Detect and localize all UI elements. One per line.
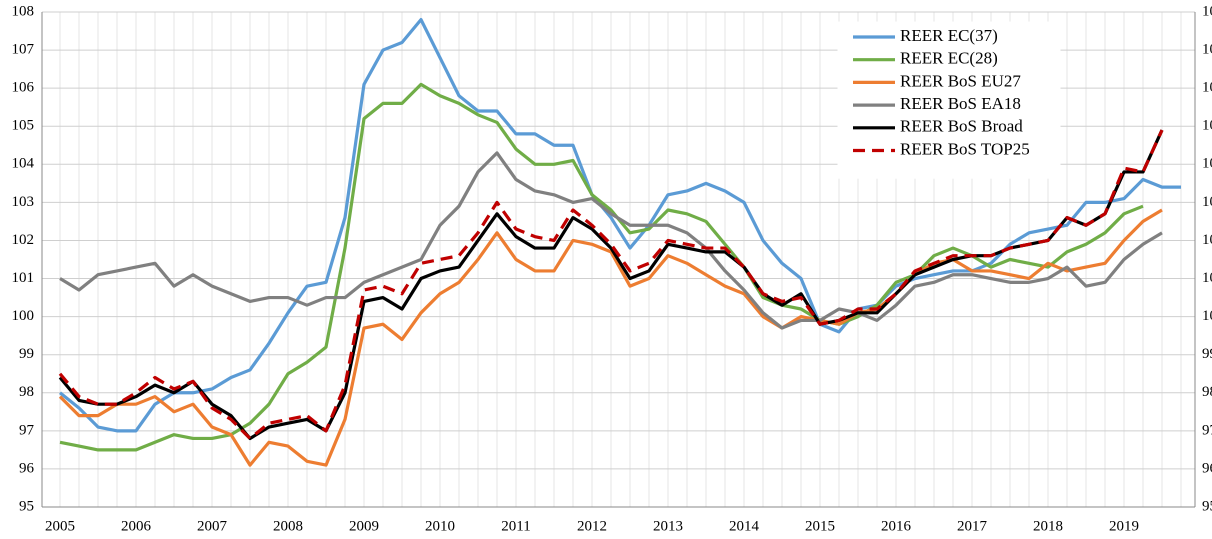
y-tick-label: 105: [12, 118, 35, 134]
x-tick-label: 2007: [197, 518, 228, 534]
y-tick-label: 98: [19, 384, 34, 400]
y2-tick-label: 106: [1202, 80, 1212, 96]
x-tick-label: 2019: [1109, 518, 1139, 534]
y2-tick-label: 97: [1202, 422, 1212, 438]
y-tick-label: 103: [12, 194, 35, 210]
legend: REER EC(37) REER EC(28) REER BoS EU27 REER …: [837, 21, 1061, 179]
x-tick-label: 2010: [425, 518, 455, 534]
y2-tick-label: 103: [1202, 194, 1212, 210]
legend-label: REER BoS Broad: [900, 117, 1023, 136]
x-tick-label: 2016: [881, 518, 912, 534]
legend-label: REER BoS EA18: [900, 94, 1021, 113]
x-tick-label: 2011: [501, 518, 530, 534]
y-tick-label: 104: [12, 156, 35, 172]
y2-tick-label: 101: [1202, 270, 1212, 286]
y-tick-label: 97: [19, 422, 35, 438]
y-tick-label: 108: [12, 3, 35, 19]
y2-tick-label: 104: [1202, 156, 1212, 172]
y-tick-label: 100: [12, 308, 35, 324]
x-tick-label: 2008: [273, 518, 303, 534]
y-tick-label: 101: [12, 270, 35, 286]
legend-box: [837, 21, 1061, 179]
y2-tick-label: 95: [1202, 498, 1212, 514]
x-tick-label: 2013: [653, 518, 683, 534]
legend-label: REER EC(28): [900, 49, 998, 68]
x-tick-label: 2012: [577, 518, 607, 534]
x-tick-label: 2006: [121, 518, 152, 534]
x-tick-label: 2009: [349, 518, 379, 534]
x-tick-label: 2018: [1033, 518, 1063, 534]
y2-tick-label: 99: [1202, 346, 1212, 362]
y-tick-label: 102: [12, 232, 35, 248]
y-tick-label: 95: [19, 498, 34, 514]
y-tick-label: 99: [19, 346, 34, 362]
x-tick-label: 2017: [957, 518, 988, 534]
x-tick-label: 2005: [45, 518, 75, 534]
legend-label: REER EC(37): [900, 26, 998, 45]
series-line: [58, 18, 1181, 433]
y2-tick-label: 105: [1202, 118, 1212, 134]
legend-label: REER BoS TOP25: [900, 139, 1030, 158]
y-tick-label: 107: [12, 42, 35, 58]
y2-tick-label: 108: [1202, 3, 1212, 19]
x-tick-label: 2014: [729, 518, 760, 534]
y2-tick-label: 102: [1202, 232, 1212, 248]
series-line: [58, 208, 1163, 467]
y-tick-label: 106: [12, 80, 35, 96]
y-tick-label: 96: [19, 460, 35, 476]
series-line: [59, 151, 1163, 330]
legend-label: REER BoS EU27: [900, 71, 1021, 90]
y2-tick-label: 100: [1202, 308, 1212, 324]
y2-tick-label: 98: [1202, 384, 1212, 400]
x-tick-label: 2015: [805, 518, 835, 534]
y2-tick-label: 107: [1202, 42, 1212, 58]
series-line: [58, 129, 1164, 441]
y2-tick-label: 96: [1202, 460, 1212, 476]
